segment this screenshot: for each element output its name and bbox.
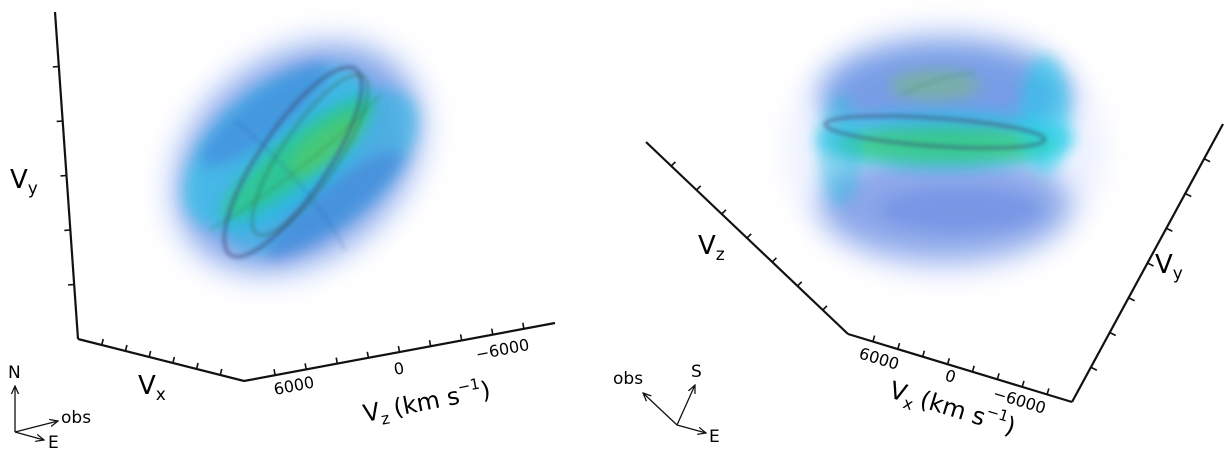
right-vy-label: Vy (1155, 250, 1183, 284)
right-vx-tick (1021, 380, 1025, 388)
right-vy-tick (1128, 297, 1135, 302)
right-vz-tick (796, 281, 803, 287)
obs-label: obs (613, 369, 643, 389)
right-vx-tick (971, 365, 975, 373)
right-vz-tick (695, 185, 702, 191)
left-vz-tick (397, 345, 401, 353)
right-vx-tick (872, 335, 876, 342)
right-vx-tick (1046, 388, 1050, 395)
left-vz-tick (304, 363, 307, 370)
right-vy-tick (1166, 227, 1173, 232)
south-arrow (676, 385, 695, 426)
north-label: N (8, 363, 21, 383)
left-volume-render (160, 28, 436, 288)
obs-arrow (643, 393, 678, 426)
left-compass: N obs E (8, 363, 91, 451)
right-vy-tick (1203, 158, 1211, 163)
left-vz-tick (522, 322, 525, 329)
left-vx-tick (195, 362, 199, 370)
left-vx-axis (77, 337, 245, 383)
left-vz-label: Vz(km s−1) (360, 373, 493, 432)
east-label: E (48, 433, 59, 451)
left-vx-tick (219, 368, 223, 376)
east-label: E (709, 427, 720, 447)
right-vy-tick (1184, 192, 1192, 198)
right-vx-axis (847, 332, 1073, 404)
right-vz-tick (746, 233, 752, 239)
left-vz-tick (366, 351, 370, 358)
left-vx-tick (172, 356, 176, 364)
left-vz-tick-label-neg6000: −6000 (474, 335, 531, 364)
right-vz-tick (822, 305, 828, 311)
right-vx-tick (897, 342, 901, 350)
obs-arrow (14, 421, 58, 433)
east-arrow (676, 424, 706, 433)
left-vz-tick (428, 340, 432, 347)
left-vz-tick-label-6000: 6000 (272, 373, 316, 399)
right-vx-tick (946, 357, 951, 365)
left-axis-ticks (52, 65, 525, 376)
right-vy-tick (1090, 366, 1098, 371)
right-axis-ticks (670, 158, 1211, 395)
right-vx-tick (921, 350, 926, 357)
left-panel: Vy Vx 6000 0 −6000 Vz(km s−1) N obs E (8, 11, 556, 451)
left-vx-tick (124, 344, 128, 352)
east-arrow (14, 431, 44, 440)
right-vy-tick (1109, 331, 1117, 337)
left-vx-label: Vx (138, 371, 166, 405)
left-vy-label: Vy (10, 165, 38, 199)
right-vy-tick (1147, 262, 1154, 267)
south-label: S (691, 362, 702, 382)
left-vz-tick (273, 369, 276, 376)
right-panel: Vz Vy 6000 0 −6000 Vx(km s−1) obs S E (613, 20, 1224, 447)
left-vx-tick (148, 350, 152, 358)
left-ring-outer (223, 65, 363, 259)
left-vz-tick (335, 357, 339, 364)
right-compass: obs S E (613, 362, 720, 447)
left-vz-tick-label-0: 0 (392, 358, 406, 379)
right-vz-label: Vz (698, 231, 725, 265)
right-vz-tick (771, 257, 778, 263)
left-vz-tick (490, 328, 494, 335)
right-vz-tick (721, 209, 727, 215)
left-vz-tick (459, 334, 463, 341)
obs-label: obs (61, 408, 91, 428)
right-ring (824, 114, 1046, 150)
left-ring-inner (251, 73, 369, 237)
right-vz-tick (670, 161, 677, 167)
right-vx-tick (996, 373, 1000, 380)
left-vx-tick (100, 338, 104, 346)
right-volume-render (785, 20, 1105, 280)
right-vx-tick-label-0: 0 (943, 366, 958, 387)
